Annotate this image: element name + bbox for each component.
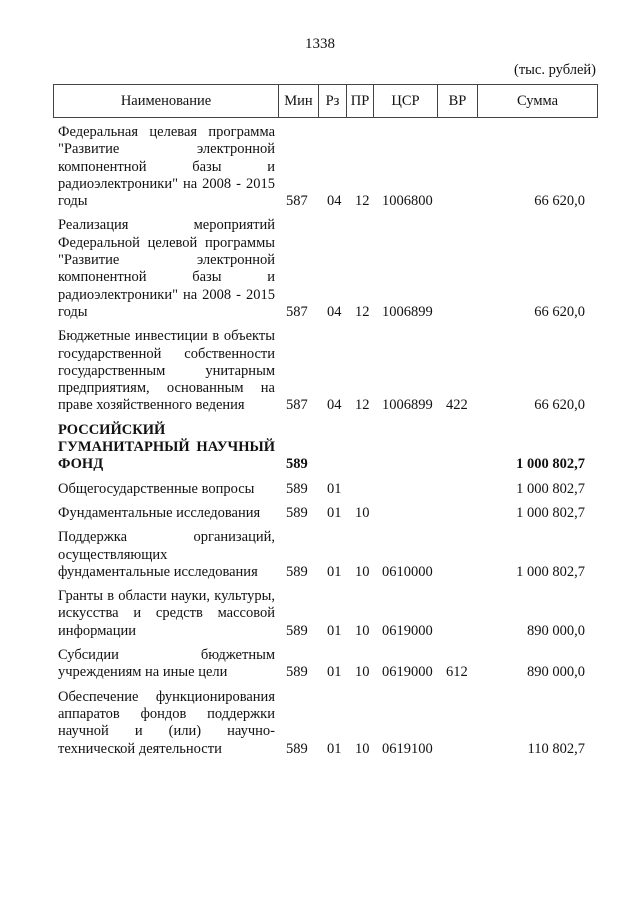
cell-sum: 66 620,0 [534, 397, 585, 414]
cell-sum: 110 802,7 [527, 740, 585, 757]
cell-sum: 1 000 802,7 [516, 504, 585, 521]
cell-sum: 1 000 802,7 [516, 456, 585, 473]
table-row: Гранты в области науки, культуры, искусс… [53, 588, 597, 647]
header-pr: ПР [346, 84, 374, 118]
cell-name: Обеспечение функционирования аппаратов ф… [58, 688, 275, 757]
cell-csr: 0619100 [382, 740, 433, 757]
cell-sum: 890 000,0 [527, 664, 585, 681]
cell-name: Гранты в области науки, культуры, искусс… [58, 588, 275, 639]
cell-rz: 01 [327, 740, 342, 757]
cell-vr [437, 529, 477, 588]
cell-vr [437, 689, 477, 765]
table-header: Наименование Мин Рз ПР ЦСР ВР Сумма [53, 84, 598, 118]
cell-csr [373, 481, 437, 505]
header-min: Мин [278, 84, 319, 118]
cell-rz: 04 [327, 303, 342, 320]
cell-sum: 890 000,0 [527, 622, 585, 639]
cell-pr: 10 [355, 664, 370, 681]
cell-sum: 1 000 802,7 [516, 480, 585, 497]
cell-sum: 66 620,0 [534, 193, 585, 210]
cell-sum: 66 620,0 [534, 303, 585, 320]
cell-csr: 1006800 [382, 193, 433, 210]
cell-min: 589 [286, 456, 308, 473]
table-row: Поддержка организаций, осуществляющих фу… [53, 529, 597, 588]
cell-name: РОССИЙСКИЙ ГУМАНИТАРНЫЙ НАУЧНЫЙ ФОНД [58, 421, 275, 473]
cell-rz: 01 [327, 480, 342, 497]
cell-min: 589 [286, 563, 308, 580]
cell-vr: 612 [446, 664, 468, 681]
header-name: Наименование [53, 84, 279, 118]
table-row: Реализация мероприятий Федеральной целев… [53, 217, 597, 328]
cell-min: 589 [286, 504, 308, 521]
header-sum: Сумма [477, 84, 598, 118]
cell-rz: 01 [327, 504, 342, 521]
cell-pr [346, 422, 373, 481]
cell-rz: 01 [327, 563, 342, 580]
cell-pr: 12 [355, 193, 370, 210]
cell-name: Реализация мероприятий Федеральной целев… [58, 217, 275, 320]
cell-pr: 12 [355, 397, 370, 414]
cell-min: 587 [286, 303, 308, 320]
cell-vr [437, 124, 477, 217]
cell-pr: 10 [355, 740, 370, 757]
cell-min: 587 [286, 397, 308, 414]
table-row: Общегосударственные вопросы 589 01 1 000 80… [53, 481, 597, 505]
cell-vr [437, 505, 477, 529]
cell-csr: 1006899 [382, 303, 433, 320]
cell-vr [437, 481, 477, 505]
units-label: (тыс. рублей) [514, 62, 596, 78]
cell-name: Субсидии бюджетным учреждениям на иные ц… [58, 647, 275, 681]
cell-csr [373, 505, 437, 529]
cell-rz [318, 422, 346, 481]
cell-name: Общегосударственные вопросы [58, 480, 255, 497]
cell-name: Фундаментальные исследования [58, 504, 261, 521]
cell-vr [437, 422, 477, 481]
cell-name: Поддержка организаций, осуществляющих фу… [58, 529, 275, 580]
table-row: Субсидии бюджетным учреждениям на иные ц… [53, 647, 597, 689]
cell-rz: 01 [327, 664, 342, 681]
cell-csr: 0619000 [382, 664, 433, 681]
cell-sum: 1 000 802,7 [516, 563, 585, 580]
cell-pr: 10 [355, 563, 370, 580]
cell-min: 587 [286, 193, 308, 210]
cell-vr [437, 217, 477, 328]
cell-csr [373, 422, 437, 481]
budget-table: Федеральная целевая программа "Развитие … [53, 124, 597, 765]
cell-vr [437, 588, 477, 647]
cell-pr: 12 [355, 303, 370, 320]
table-row: Обеспечение функционирования аппаратов ф… [53, 689, 597, 765]
cell-name: Бюджетные инвестиции в объекты государст… [58, 328, 275, 414]
cell-rz: 04 [327, 193, 342, 210]
cell-min: 589 [286, 740, 308, 757]
cell-min: 589 [286, 480, 308, 497]
cell-csr: 0619000 [382, 622, 433, 639]
page-number: 1338 [305, 36, 335, 52]
table-row: РОССИЙСКИЙ ГУМАНИТАРНЫЙ НАУЧНЫЙ ФОНД 589 1… [53, 422, 597, 481]
cell-rz: 04 [327, 397, 342, 414]
table-row: Бюджетные инвестиции в объекты государст… [53, 328, 597, 421]
cell-csr: 1006899 [382, 397, 433, 414]
cell-csr: 0610000 [382, 563, 433, 580]
cell-min: 589 [286, 664, 308, 681]
cell-pr [346, 481, 373, 505]
header-rz: Рз [318, 84, 347, 118]
table-row: Федеральная целевая программа "Развитие … [53, 124, 597, 217]
table-row: Фундаментальные исследования 589 01 10 1 000… [53, 505, 597, 529]
cell-pr: 10 [355, 504, 370, 521]
header-csr: ЦСР [373, 84, 438, 118]
header-vr: ВР [437, 84, 478, 118]
cell-pr: 10 [355, 622, 370, 639]
cell-name: Федеральная целевая программа "Развитие … [58, 124, 275, 210]
cell-rz: 01 [327, 622, 342, 639]
cell-min: 589 [286, 622, 308, 639]
cell-vr: 422 [446, 397, 468, 414]
